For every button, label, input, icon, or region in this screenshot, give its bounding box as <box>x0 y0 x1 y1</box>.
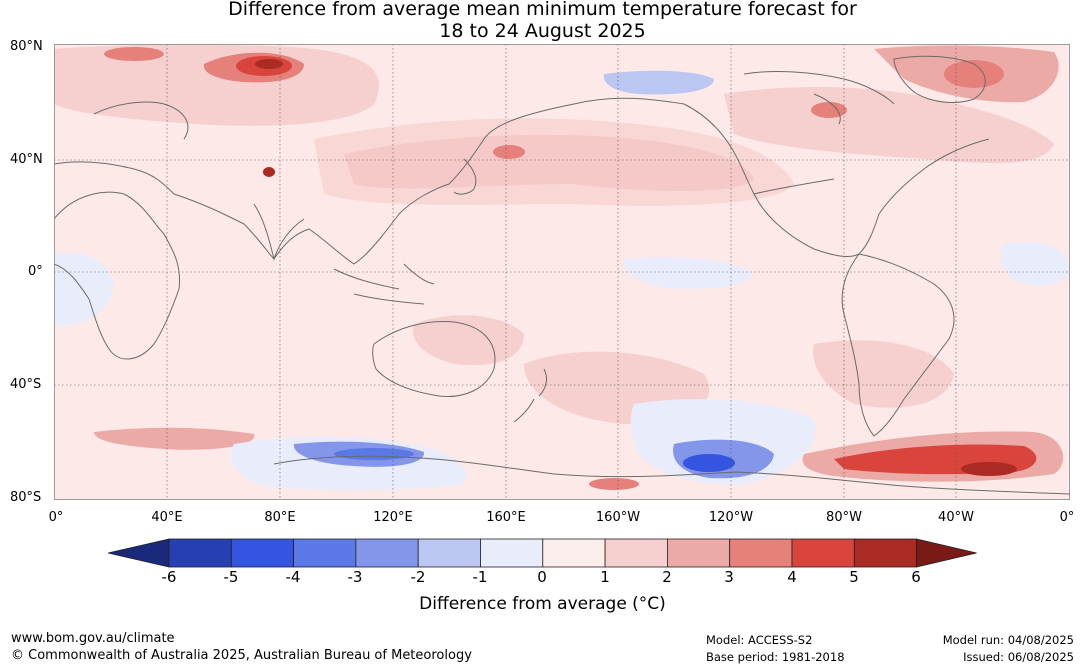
coastline-africa <box>54 191 181 360</box>
colorbar-box <box>355 538 419 568</box>
colorbar-box <box>480 538 544 568</box>
lon-label-80w: 80°W <box>826 510 862 525</box>
hot-spot-central-asia <box>263 167 275 177</box>
colorbar-box <box>729 538 793 568</box>
footer-issued: Issued: 06/08/2025 <box>963 650 1074 664</box>
hot-spot-siberia-peak <box>255 59 283 69</box>
colorbar-tick-5: 5 <box>849 568 859 586</box>
lon-label-80e: 80°E <box>264 510 296 525</box>
hot-spot-arctic-west <box>104 47 164 61</box>
lon-label-40w: 40°W <box>938 510 974 525</box>
lat-label-0: 0° <box>28 264 43 279</box>
colorbar-extend-high <box>916 538 977 568</box>
temperature-anomaly-map <box>54 44 1070 500</box>
warm-band-north-pacific-outer <box>314 118 794 206</box>
footer-model: Model: ACCESS-S2 <box>706 633 813 647</box>
colorbar-tick-3: 3 <box>724 568 734 586</box>
colorbar <box>108 538 977 568</box>
lon-label-0-right: 0° <box>1059 510 1075 525</box>
cool-spot-indian-south <box>334 448 414 460</box>
colorbar-box <box>230 538 295 568</box>
colorbar-title: Difference from average (°C) <box>419 594 666 614</box>
colorbar-tick-2: 2 <box>662 568 672 586</box>
colorbar-extend-low <box>108 538 170 568</box>
map-title-line1: Difference from average mean minimum tem… <box>228 0 857 20</box>
colorbar-tick-minus3: -3 <box>347 568 363 586</box>
coastline-new-zealand <box>513 368 547 423</box>
colorbar-box <box>791 538 855 568</box>
coastline-arctic-canada <box>743 71 895 125</box>
hot-spot-north-pacific <box>493 145 525 159</box>
coastline-europe <box>54 101 189 195</box>
lat-label-40n: 40°N <box>10 152 43 167</box>
warm-region-arctic-asia <box>54 44 380 126</box>
warm-region-south-america <box>813 340 954 408</box>
coastline-asia <box>173 97 685 265</box>
coastline-south-america <box>841 253 955 437</box>
warm-region-australia <box>413 315 524 366</box>
coastline-india <box>253 203 305 261</box>
lon-label-0-left: 0° <box>48 510 64 525</box>
colorbar-tick-4: 4 <box>787 568 797 586</box>
warm-spot-south-pacific <box>589 478 639 490</box>
coastlines <box>54 55 1070 495</box>
cool-spot-south-pacific-core <box>683 454 735 472</box>
footer-copyright: © Commonwealth of Australia 2025, Austra… <box>11 648 472 663</box>
lon-label-160w: 160°W <box>595 510 641 525</box>
colorbar-boxes <box>108 538 977 568</box>
coastline-north-america <box>683 103 990 257</box>
footer-model-run: Model run: 04/08/2025 <box>942 633 1074 647</box>
colorbar-tick-minus1: -1 <box>472 568 488 586</box>
colorbar-tick-minus6: -6 <box>161 568 177 586</box>
lat-label-40s: 40°S <box>10 377 42 392</box>
colorbar-box <box>293 538 357 568</box>
cool-region-atlantic <box>1000 242 1070 286</box>
colorbar-tick-0: 0 <box>537 568 547 586</box>
colorbar-box <box>417 538 481 568</box>
lon-label-40e: 40°E <box>151 510 183 525</box>
lat-label-80s: 80°S <box>10 490 42 505</box>
colorbar-tick-1: 1 <box>600 568 610 586</box>
lon-label-120e: 120°E <box>373 510 413 525</box>
lon-label-160e: 160°E <box>486 510 526 525</box>
anomaly-contours <box>54 44 1070 491</box>
map-frame <box>54 44 1070 500</box>
coastline-antarctica <box>273 455 1070 495</box>
footer-base-period: Base period: 1981-2018 <box>706 650 845 664</box>
colorbar-box <box>168 538 232 568</box>
lat-label-80n: 80°N <box>10 39 43 54</box>
graticule <box>54 44 1070 500</box>
coastline-greenland <box>893 55 986 104</box>
hot-spot-greenland <box>944 60 1004 88</box>
lon-label-120w: 120°W <box>708 510 754 525</box>
colorbar-tick-minus5: -5 <box>223 568 239 586</box>
footer-website: www.bom.gov.au/climate <box>11 631 175 646</box>
cool-region-north-pacific <box>603 70 714 95</box>
colorbar-box <box>604 538 668 568</box>
hot-spot-hudson <box>811 102 847 118</box>
colorbar-tick-6: 6 <box>911 568 921 586</box>
coastline-indonesia <box>333 263 435 305</box>
colorbar-tick-minus2: -2 <box>410 568 426 586</box>
cool-region-west-africa <box>54 252 114 326</box>
coastline-australia <box>372 320 496 398</box>
hot-spot-south-atlantic-peak <box>961 462 1017 476</box>
colorbar-box <box>853 538 917 568</box>
coastline-japan <box>453 158 477 195</box>
warm-band-south-indian <box>94 427 255 450</box>
cool-region-east-pacific <box>623 257 754 289</box>
colorbar-box <box>542 538 606 568</box>
map-title-line2: 18 to 24 August 2025 <box>439 20 646 42</box>
colorbar-tick-minus4: -4 <box>285 568 301 586</box>
colorbar-box <box>667 538 731 568</box>
